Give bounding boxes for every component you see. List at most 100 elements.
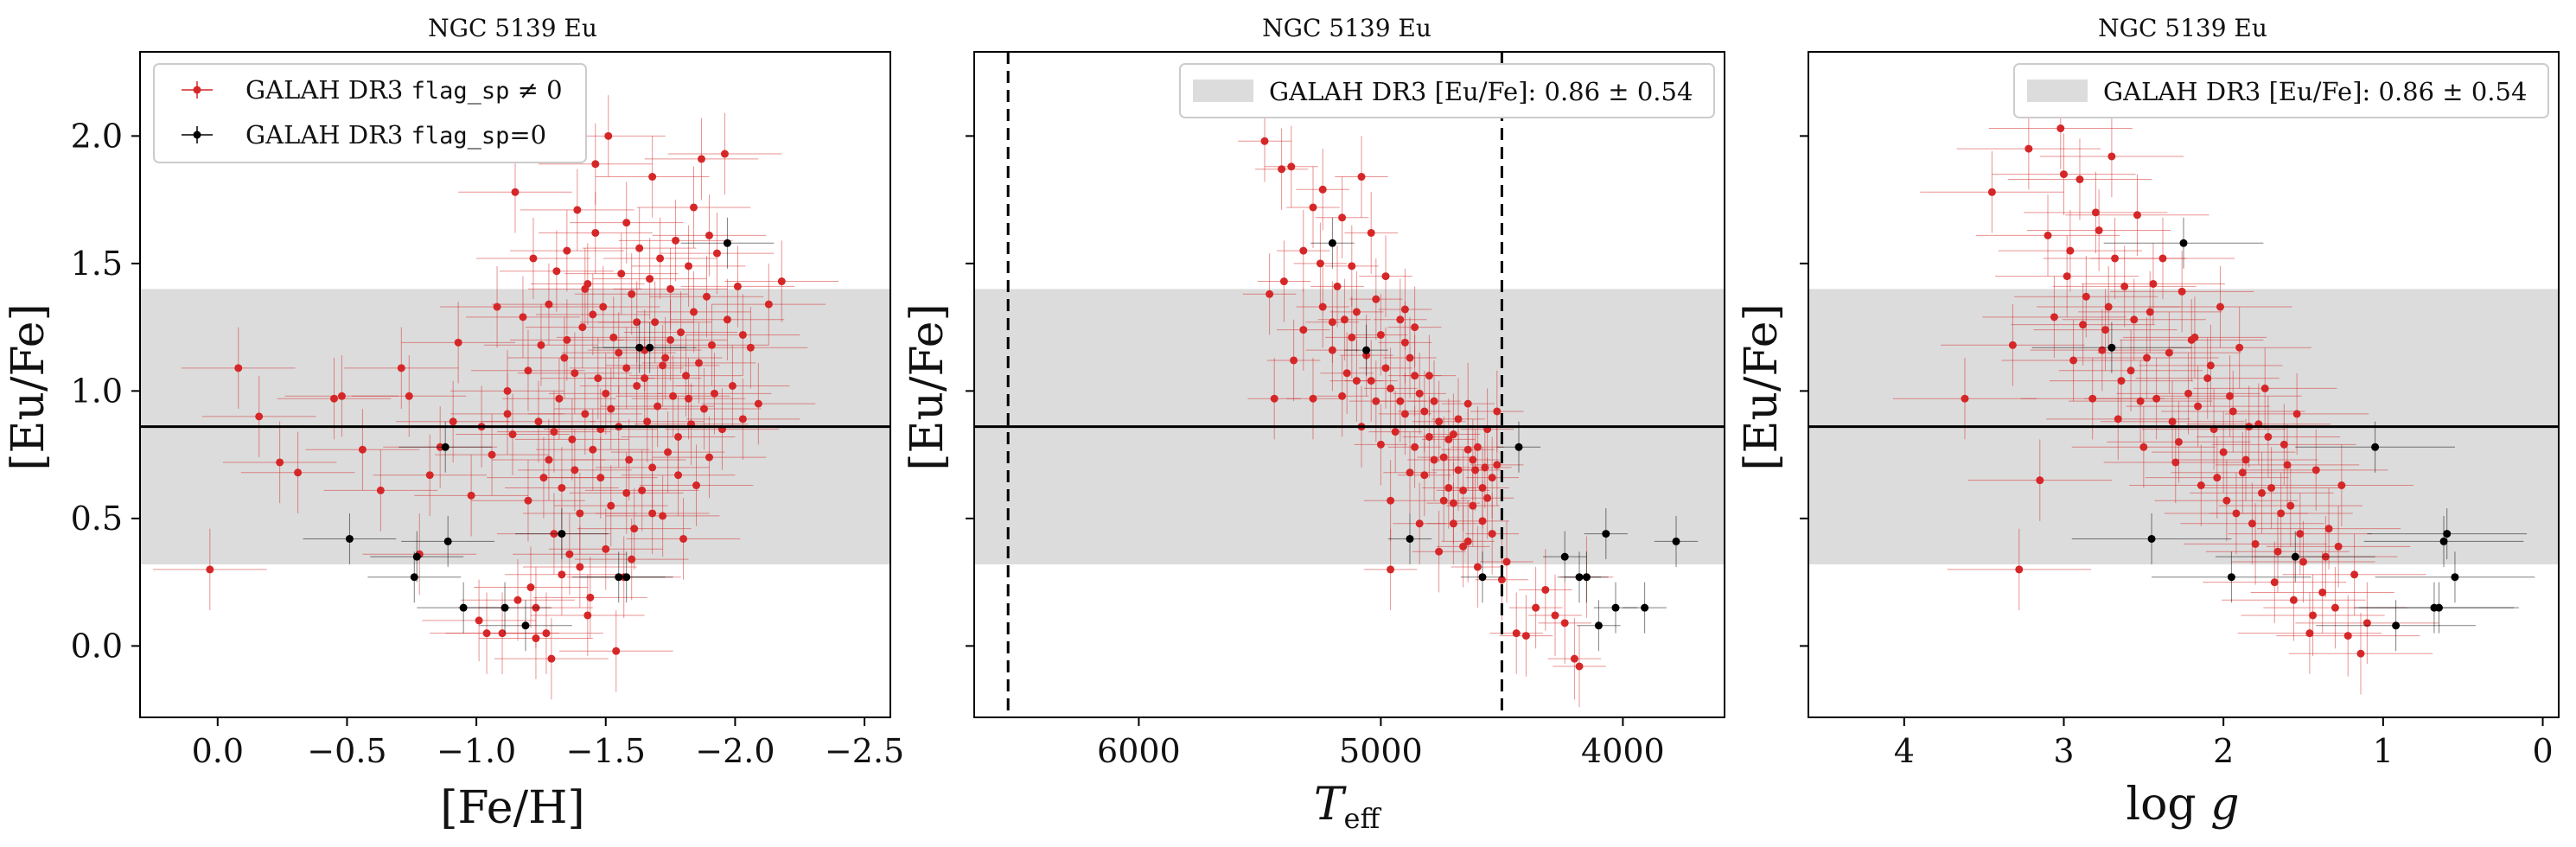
data-point — [443, 537, 452, 545]
data-point — [1454, 415, 1463, 424]
data-point — [2120, 282, 2129, 290]
data-point — [255, 412, 264, 421]
data-point — [591, 228, 600, 237]
data-point — [1287, 162, 1296, 171]
data-point — [723, 239, 731, 247]
data-point — [2280, 440, 2288, 449]
data-point — [754, 399, 762, 408]
data-point — [1672, 537, 1680, 545]
data-point — [2430, 603, 2439, 612]
data-point — [1415, 389, 1424, 398]
x-tick-label: −1.5 — [566, 732, 646, 770]
data-point — [682, 372, 691, 380]
data-point — [1987, 188, 1996, 196]
data-point — [1372, 295, 1380, 303]
axes-frame — [139, 51, 891, 718]
series-flag-zero — [2031, 217, 2535, 652]
data-point — [376, 486, 385, 494]
data-point — [638, 486, 647, 494]
data-point — [2079, 321, 2088, 329]
data-point — [583, 611, 592, 620]
data-point — [1582, 573, 1591, 582]
x-tick-label: −2.5 — [825, 732, 904, 770]
data-point — [2232, 509, 2241, 518]
data-point — [2226, 392, 2235, 400]
data-point — [2219, 448, 2228, 456]
data-point — [1493, 461, 1502, 469]
data-point — [591, 160, 600, 169]
data-point — [2194, 402, 2203, 411]
data-point — [2177, 287, 2186, 296]
data-point — [1279, 277, 1288, 286]
data-point — [654, 402, 662, 411]
data-point — [2318, 588, 2327, 596]
data-point — [2152, 394, 2161, 403]
data-point — [511, 188, 520, 196]
data-point — [581, 284, 590, 293]
data-point — [2296, 530, 2305, 538]
data-point — [674, 471, 683, 480]
data-point — [521, 621, 530, 630]
data-point — [524, 366, 532, 375]
data-point — [501, 603, 509, 612]
data-point — [2241, 455, 2250, 464]
data-point — [2213, 474, 2222, 482]
data-point — [573, 206, 582, 214]
data-point — [552, 267, 561, 276]
data-point — [702, 292, 711, 301]
x-tick-label: 4000 — [1581, 732, 1665, 770]
legend-marker-red — [182, 81, 213, 99]
data-point — [723, 315, 731, 324]
data-point — [712, 249, 721, 258]
data-point — [2291, 552, 2299, 561]
data-point — [1641, 603, 1649, 612]
data-point — [2216, 302, 2224, 311]
legend: GALAH DR3 [Eu/Fe]: 0.86 ± 0.54 — [2013, 63, 2549, 118]
data-point — [596, 474, 605, 482]
data-point — [2114, 415, 2122, 424]
data-point — [1488, 530, 1496, 538]
data-point — [656, 254, 665, 263]
legend-band-swatch — [1193, 80, 1253, 102]
data-point — [1478, 573, 1487, 582]
data-point — [622, 364, 631, 373]
data-point — [1316, 259, 1324, 268]
data-point — [622, 573, 631, 582]
data-point — [648, 463, 657, 472]
data-point — [337, 392, 346, 400]
data-point — [746, 343, 755, 352]
data-point — [1514, 443, 1523, 451]
data-point — [661, 353, 670, 362]
data-point — [641, 374, 649, 383]
data-point — [1473, 443, 1482, 451]
data-point — [2311, 466, 2320, 474]
data-point — [1309, 394, 1317, 403]
data-point — [705, 453, 713, 462]
data-point — [1459, 486, 1468, 494]
data-point — [1483, 494, 1492, 502]
data-point — [2337, 481, 2346, 490]
data-point — [1387, 384, 1395, 392]
data-point — [2015, 565, 2024, 574]
data-point — [1260, 137, 1269, 145]
data-point — [764, 300, 773, 309]
data-point — [2371, 443, 2380, 451]
data-point — [576, 563, 584, 571]
data-point — [2082, 292, 2090, 301]
data-point — [2024, 144, 2033, 153]
data-point — [705, 231, 713, 239]
data-point — [666, 284, 675, 293]
data-point — [659, 512, 667, 520]
data-point — [2069, 356, 2078, 365]
data-point — [547, 654, 556, 663]
data-point — [1449, 430, 1457, 439]
y-tick-label: 0.0 — [71, 627, 123, 665]
data-point — [690, 308, 698, 316]
data-point — [493, 302, 501, 311]
data-point — [1357, 173, 1366, 182]
data-point — [358, 445, 367, 454]
data-point — [1481, 463, 1489, 472]
data-point — [1444, 435, 1453, 443]
data-point — [1415, 519, 1424, 528]
